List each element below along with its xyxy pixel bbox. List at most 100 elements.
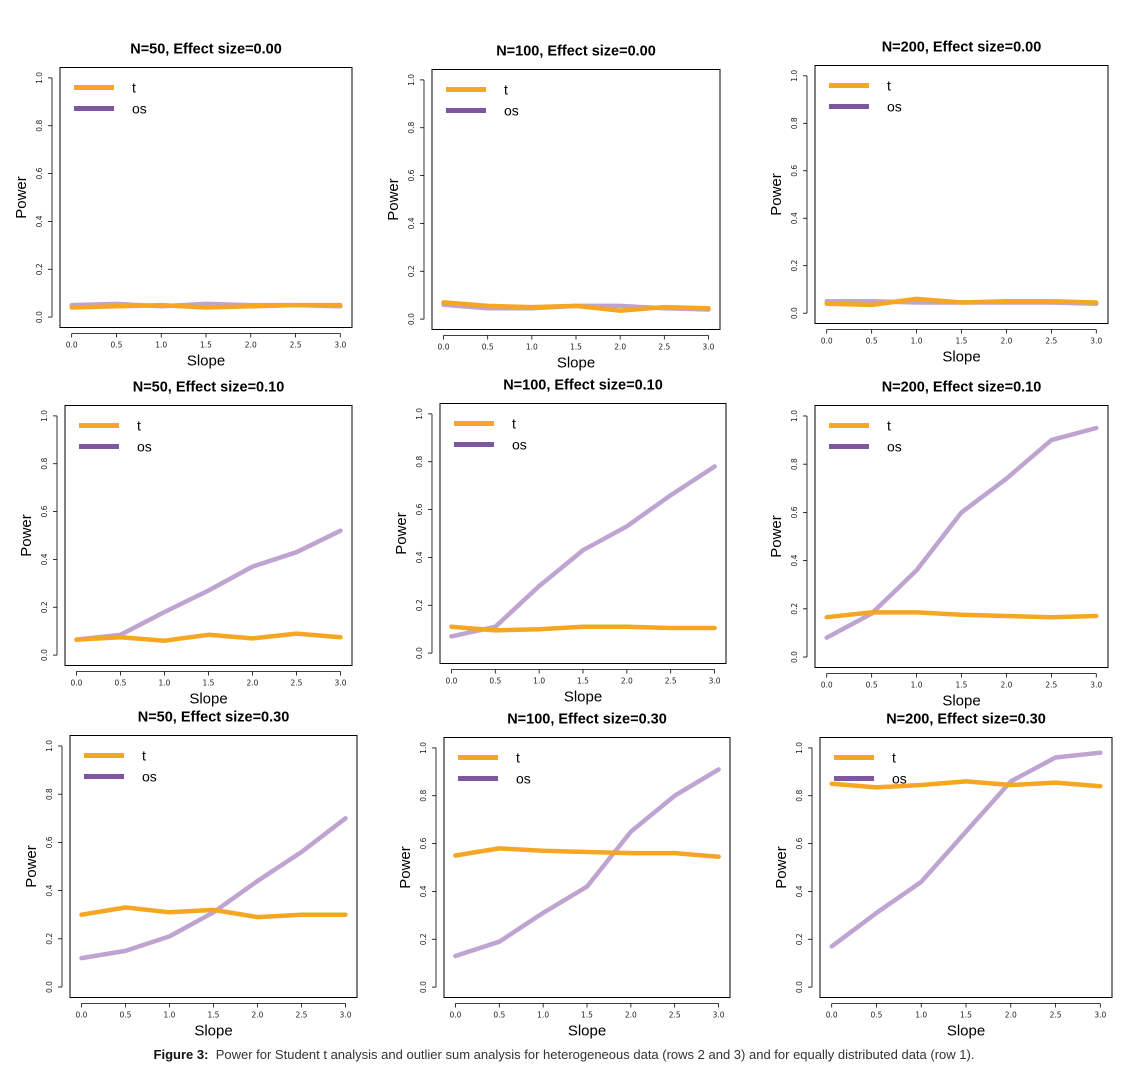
legend-label-t: t [887, 78, 891, 94]
panel-title: N=200, Effect size=0.30 [886, 712, 1046, 728]
legend-label-t: t [892, 750, 896, 766]
y-tick-label: 0.6 [419, 837, 428, 849]
y-tick-label: 0.6 [790, 165, 799, 177]
x-tick-label: 0.5 [120, 1011, 132, 1020]
y-tick-label: 1.0 [407, 74, 416, 86]
y-axis-label: Power [385, 178, 402, 221]
x-axis-label: Slope [557, 355, 595, 372]
y-tick-label: 0.8 [40, 458, 49, 470]
x-tick-label: 1.0 [159, 679, 171, 688]
y-tick-label: 1.0 [790, 70, 799, 82]
x-tick-label: 0.5 [493, 1011, 505, 1020]
y-tick-label: 1.0 [795, 742, 804, 754]
x-tick-label: 3.0 [1094, 1011, 1106, 1020]
y-tick-label: 0.2 [45, 933, 54, 945]
panel-title: N=200, Effect size=0.10 [882, 380, 1042, 396]
x-tick-label: 0.5 [866, 681, 878, 690]
y-axis-label: Power [393, 512, 410, 555]
y-tick-label: 0.8 [419, 790, 428, 802]
x-tick-label: 2.0 [614, 343, 626, 352]
x-tick-label: 1.5 [203, 679, 215, 688]
y-tick-label: 1.0 [35, 72, 44, 84]
legend-label-t: t [887, 418, 891, 434]
y-tick-label: 1.0 [415, 408, 424, 420]
x-tick-label: 2.0 [625, 1011, 637, 1020]
x-axis-label: Slope [194, 1023, 232, 1040]
x-tick-label: 1.0 [164, 1011, 176, 1020]
y-tick-label: 0.6 [790, 506, 799, 518]
x-tick-label: 2.5 [290, 341, 302, 350]
x-tick-label: 1.5 [960, 1011, 972, 1020]
x-tick-label: 2.5 [1045, 681, 1057, 690]
series-line-t [79, 905, 348, 920]
y-tick-label: 0.8 [45, 788, 54, 800]
x-tick-label: 0.5 [489, 677, 501, 686]
legend-label-os: os [137, 439, 152, 455]
y-tick-label: 0.2 [407, 265, 416, 277]
chart-panel: N=50, Effect size=0.30 0.0 0.5 1.0 1.5 2.0 2.5… [23, 710, 358, 1040]
x-tick-label: 0.5 [115, 679, 127, 688]
series-line-t [441, 300, 711, 313]
x-tick-label: 0.0 [66, 341, 78, 350]
y-axis-label: Power [773, 846, 790, 889]
x-tick-label: 1.0 [533, 677, 545, 686]
y-tick-label: 0.2 [35, 263, 44, 275]
chart-panel: N=200, Effect size=0.30 0.0 0.5 1.0 1.5 2.0 2.… [773, 712, 1113, 1040]
y-tick-label: 0.4 [419, 885, 428, 897]
x-tick-label: 0.5 [482, 343, 494, 352]
x-tick-label: 0.0 [449, 1011, 461, 1020]
series-line-os [824, 425, 1099, 640]
y-tick-label: 0.2 [790, 603, 799, 615]
y-tick-label: 1.0 [40, 410, 49, 422]
x-tick-label: 0.5 [110, 341, 122, 350]
x-tick-label: 0.5 [870, 1011, 882, 1020]
legend-label-os: os [887, 439, 902, 455]
series-line-os [79, 816, 348, 961]
y-tick-label: 0.2 [419, 933, 428, 945]
x-axis-label: Slope [187, 353, 225, 370]
y-tick-label: 0.6 [795, 837, 804, 849]
panel-title: N=50, Effect size=0.30 [138, 710, 290, 726]
caption-label: Figure 3: [153, 1047, 209, 1062]
y-tick-label: 0.4 [795, 885, 804, 897]
y-tick-label: 1.0 [790, 410, 799, 422]
y-tick-label: 0.8 [790, 458, 799, 470]
x-tick-label: 3.0 [334, 341, 346, 350]
x-tick-label: 3.0 [1090, 681, 1102, 690]
panel-title: N=50, Effect size=0.10 [133, 380, 285, 396]
series-line-t [74, 631, 343, 643]
y-tick-label: 0.0 [35, 311, 44, 323]
x-tick-label: 2.0 [252, 1011, 264, 1020]
x-tick-label: 0.0 [826, 1011, 838, 1020]
y-axis-label: Power [13, 176, 30, 219]
y-tick-label: 0.8 [795, 790, 804, 802]
x-tick-label: 1.0 [911, 681, 923, 690]
x-tick-label: 3.0 [1090, 337, 1102, 346]
y-tick-label: 1.0 [45, 740, 54, 752]
legend-label-t: t [512, 416, 516, 432]
y-tick-label: 1.0 [419, 742, 428, 754]
series-line-t [69, 302, 343, 310]
y-axis-label: Power [23, 845, 40, 888]
x-tick-label: 0.0 [821, 337, 833, 346]
series-line-os [453, 767, 721, 959]
panel-title: N=100, Effect size=0.10 [503, 378, 663, 394]
x-tick-label: 2.5 [669, 1011, 681, 1020]
legend-label-t: t [137, 418, 141, 434]
y-tick-label: 0.6 [35, 167, 44, 179]
y-axis-label: Power [768, 515, 785, 558]
x-tick-label: 0.0 [445, 677, 457, 686]
panel-title: N=100, Effect size=0.30 [507, 712, 667, 728]
y-tick-label: 0.4 [407, 217, 416, 229]
y-tick-label: 0.6 [415, 503, 424, 515]
y-axis-label: Power [397, 846, 414, 889]
y-tick-label: 0.8 [407, 122, 416, 134]
legend-label-t: t [516, 750, 520, 766]
y-tick-label: 0.8 [790, 117, 799, 129]
plot-frame [819, 737, 1113, 998]
legend-label-t: t [132, 80, 136, 96]
x-tick-label: 3.0 [709, 677, 721, 686]
x-tick-label: 0.0 [71, 679, 83, 688]
legend-label-os: os [516, 771, 531, 787]
